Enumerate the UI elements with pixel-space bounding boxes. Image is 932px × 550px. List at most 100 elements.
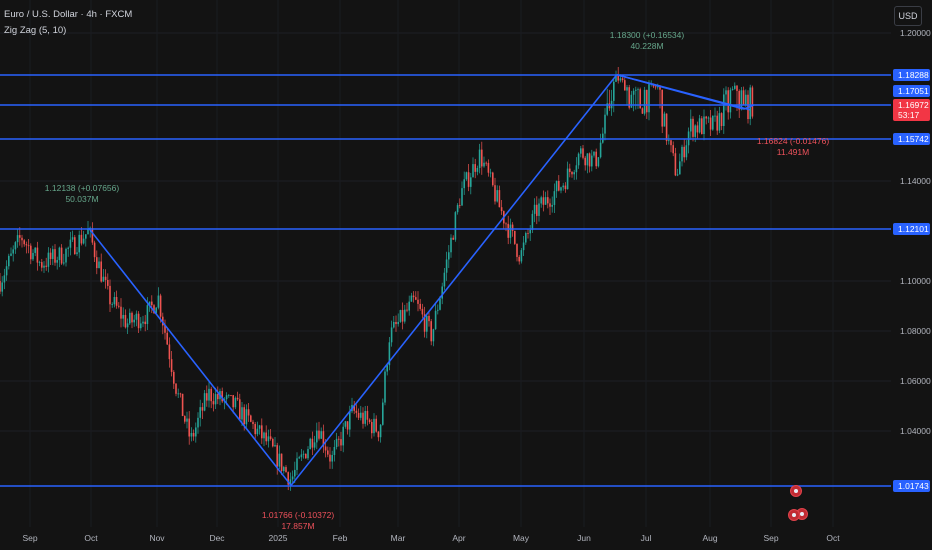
candle-body bbox=[749, 87, 751, 120]
grid bbox=[0, 0, 891, 527]
candle-body bbox=[335, 438, 338, 447]
candle-body bbox=[313, 442, 316, 448]
candle-body bbox=[448, 252, 450, 260]
horizontal-levels bbox=[0, 74, 891, 487]
candle-body bbox=[454, 212, 457, 240]
candle-body bbox=[47, 252, 50, 267]
candle-body bbox=[463, 179, 465, 189]
zigzag-label-high-2024: 1.12138 (+0.07656) 50.037M bbox=[44, 183, 120, 204]
candle-body bbox=[96, 257, 98, 269]
us-flag-icon[interactable] bbox=[790, 485, 802, 497]
candle-body bbox=[230, 395, 232, 396]
candle-body bbox=[522, 242, 525, 251]
candle-body bbox=[412, 295, 415, 298]
candle-body bbox=[10, 253, 12, 256]
candle-body bbox=[43, 265, 45, 268]
candle-body bbox=[694, 125, 696, 137]
candle-body bbox=[441, 286, 443, 299]
candle-body bbox=[69, 239, 72, 248]
candle-body bbox=[135, 313, 138, 320]
candle-body bbox=[1, 282, 3, 292]
time-tick-label: Oct bbox=[826, 533, 840, 543]
candle-body bbox=[190, 432, 193, 437]
time-tick-label: 2025 bbox=[269, 533, 288, 543]
candle-body bbox=[291, 476, 294, 480]
candle-body bbox=[540, 197, 542, 204]
candle-body bbox=[102, 276, 105, 282]
candle-body bbox=[582, 148, 584, 158]
candle-body bbox=[599, 142, 602, 158]
candle-body bbox=[637, 89, 639, 91]
candle-body bbox=[606, 103, 608, 115]
candle-body bbox=[344, 421, 347, 427]
time-tick-label: Sep bbox=[22, 533, 37, 543]
candle-body bbox=[575, 165, 578, 173]
candle-body bbox=[439, 298, 441, 310]
candle-body bbox=[593, 151, 595, 156]
candle-body bbox=[236, 397, 239, 400]
candle-body bbox=[489, 172, 492, 174]
candle-body bbox=[38, 262, 41, 263]
candle-body bbox=[580, 148, 582, 154]
candle-body bbox=[410, 295, 413, 302]
price-tick-label: 1.08000 bbox=[900, 326, 931, 336]
candle-body bbox=[384, 371, 386, 403]
candle-body bbox=[250, 415, 252, 422]
candle-body bbox=[234, 397, 237, 408]
price-level-badge-label: 1.01743 bbox=[898, 481, 929, 491]
candle-body bbox=[368, 419, 371, 422]
candle-body bbox=[98, 261, 100, 269]
symbol-title[interactable]: Euro / U.S. Dollar · 4h · FXCM bbox=[4, 9, 133, 20]
candle-body bbox=[547, 197, 549, 204]
candle-body bbox=[663, 113, 666, 127]
candle-body bbox=[536, 204, 538, 216]
candle-body bbox=[476, 167, 479, 172]
candle-body bbox=[278, 453, 281, 467]
candle-body bbox=[397, 321, 399, 325]
candle-body bbox=[329, 454, 331, 462]
time-tick-label: Mar bbox=[391, 533, 406, 543]
candle-body bbox=[507, 223, 509, 238]
candle-body bbox=[353, 404, 355, 411]
candle-body bbox=[109, 285, 111, 305]
candle-body bbox=[188, 418, 190, 437]
candle-body bbox=[641, 108, 644, 114]
candle-body bbox=[558, 180, 560, 191]
candle-body bbox=[538, 203, 540, 216]
candle-body bbox=[371, 421, 373, 434]
candle-body bbox=[388, 342, 391, 366]
candle-body bbox=[483, 162, 485, 167]
candle-body bbox=[474, 164, 476, 172]
candle-body bbox=[100, 261, 102, 282]
indicator-legend[interactable]: Zig Zag (5, 10) bbox=[4, 25, 67, 36]
candle-body bbox=[199, 407, 201, 418]
us-flag-icon[interactable] bbox=[788, 509, 800, 521]
candle-body bbox=[80, 234, 83, 244]
candle-body bbox=[432, 329, 435, 342]
candle-body bbox=[63, 262, 65, 264]
candle-body bbox=[309, 438, 311, 450]
candle-body bbox=[430, 321, 432, 342]
candle-body bbox=[36, 247, 39, 263]
candle-body bbox=[751, 87, 754, 117]
candle-body bbox=[305, 453, 307, 459]
zigzag-lines bbox=[88, 73, 754, 486]
candle-body bbox=[496, 190, 498, 202]
candle-body bbox=[531, 213, 534, 230]
candle-body bbox=[54, 249, 56, 263]
candle-body bbox=[624, 80, 626, 91]
candle-body bbox=[604, 114, 606, 134]
candle-body bbox=[159, 295, 162, 317]
candle-body bbox=[707, 117, 710, 119]
candle-body bbox=[516, 243, 518, 257]
candle-body bbox=[586, 153, 589, 166]
candle-body bbox=[91, 228, 94, 243]
candle-body bbox=[74, 237, 76, 255]
candle-body bbox=[725, 90, 727, 95]
candle-body bbox=[705, 116, 707, 119]
candle-body bbox=[212, 401, 215, 405]
price-level-badge-label: 1.17051 bbox=[898, 86, 929, 96]
candle-body bbox=[602, 133, 604, 143]
currency-button[interactable]: USD bbox=[894, 6, 922, 26]
